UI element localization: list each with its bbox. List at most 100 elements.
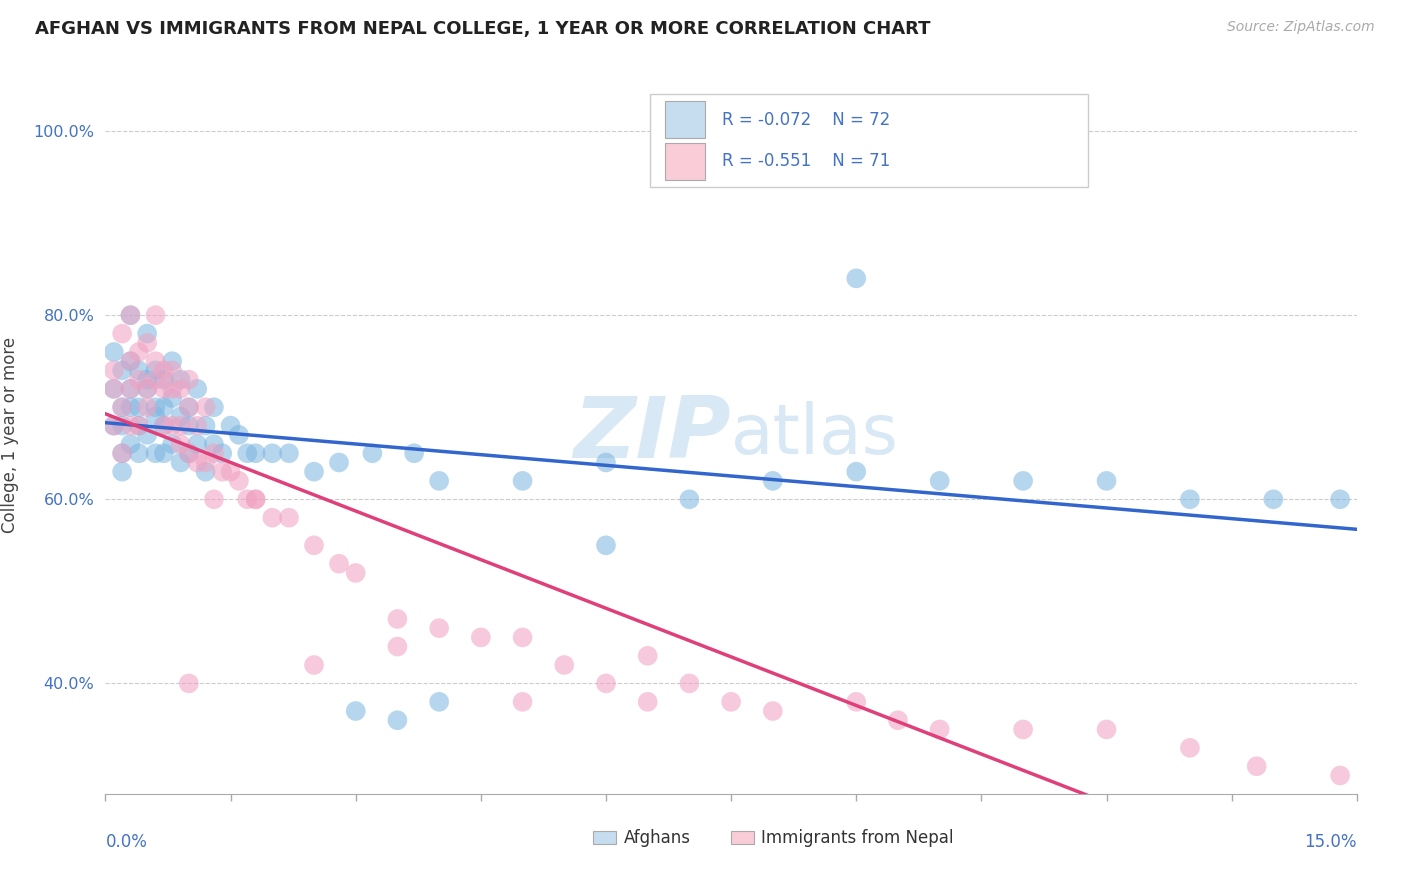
- Point: [328, 455, 350, 469]
- Point: [427, 695, 450, 709]
- Point: [120, 418, 142, 433]
- Point: [169, 409, 191, 424]
- Point: [302, 465, 325, 479]
- Point: [928, 474, 950, 488]
- Point: [328, 557, 350, 571]
- Point: [145, 363, 167, 377]
- Point: [637, 695, 659, 709]
- Text: R = -0.072    N = 72: R = -0.072 N = 72: [723, 111, 890, 128]
- Point: [103, 418, 125, 433]
- Point: [427, 621, 450, 635]
- Point: [128, 418, 150, 433]
- Bar: [593, 831, 616, 844]
- Point: [128, 401, 150, 415]
- Point: [111, 326, 134, 341]
- Point: [153, 418, 176, 433]
- Point: [128, 418, 150, 433]
- Point: [202, 401, 225, 415]
- Point: [262, 446, 284, 460]
- Y-axis label: College, 1 year or more: College, 1 year or more: [1, 337, 20, 533]
- Point: [145, 446, 167, 460]
- Point: [177, 418, 200, 433]
- Point: [236, 446, 259, 460]
- Point: [169, 437, 191, 451]
- Bar: [731, 831, 754, 844]
- Point: [278, 446, 301, 460]
- Point: [120, 437, 142, 451]
- Point: [120, 382, 142, 396]
- Text: Afghans: Afghans: [623, 829, 690, 847]
- Point: [160, 418, 183, 433]
- Point: [103, 345, 125, 359]
- Point: [245, 492, 267, 507]
- Point: [845, 271, 868, 285]
- Point: [1095, 474, 1118, 488]
- Point: [470, 631, 492, 645]
- Point: [211, 446, 233, 460]
- Point: [1012, 723, 1035, 737]
- Point: [228, 474, 250, 488]
- Point: [595, 676, 617, 690]
- Point: [136, 335, 159, 350]
- Point: [1178, 492, 1201, 507]
- Point: [186, 437, 208, 451]
- Point: [160, 391, 183, 405]
- Point: [169, 418, 191, 433]
- Point: [211, 465, 233, 479]
- Point: [177, 446, 200, 460]
- Point: [262, 510, 284, 524]
- Text: ZIP: ZIP: [574, 393, 731, 476]
- Point: [111, 363, 134, 377]
- Bar: [665, 143, 704, 180]
- Point: [128, 345, 150, 359]
- Point: [219, 465, 242, 479]
- Text: atlas: atlas: [731, 401, 898, 468]
- Point: [678, 492, 700, 507]
- Text: Source: ZipAtlas.com: Source: ZipAtlas.com: [1227, 20, 1375, 34]
- Point: [111, 465, 134, 479]
- Point: [1329, 492, 1351, 507]
- Point: [245, 446, 267, 460]
- Point: [111, 446, 134, 460]
- Bar: [665, 101, 704, 138]
- Point: [245, 492, 267, 507]
- Point: [1012, 474, 1035, 488]
- Point: [160, 437, 183, 451]
- Point: [202, 492, 225, 507]
- Point: [153, 363, 176, 377]
- Point: [177, 373, 200, 387]
- Point: [762, 474, 785, 488]
- Point: [103, 363, 125, 377]
- Point: [887, 713, 910, 727]
- Point: [720, 695, 742, 709]
- Point: [145, 401, 167, 415]
- Point: [1095, 723, 1118, 737]
- Point: [145, 373, 167, 387]
- Point: [1178, 740, 1201, 755]
- Point: [111, 446, 134, 460]
- Point: [169, 382, 191, 396]
- Point: [177, 446, 200, 460]
- Point: [387, 713, 409, 727]
- Point: [512, 474, 534, 488]
- Point: [136, 428, 159, 442]
- Point: [160, 363, 183, 377]
- Point: [111, 401, 134, 415]
- Point: [153, 373, 176, 387]
- Point: [136, 373, 159, 387]
- Point: [177, 401, 200, 415]
- Point: [194, 465, 217, 479]
- Point: [427, 474, 450, 488]
- Point: [186, 418, 208, 433]
- Point: [128, 363, 150, 377]
- Point: [1246, 759, 1268, 773]
- Point: [111, 401, 134, 415]
- Point: [678, 676, 700, 690]
- Text: Immigrants from Nepal: Immigrants from Nepal: [761, 829, 953, 847]
- Point: [153, 401, 176, 415]
- Point: [111, 418, 134, 433]
- Point: [512, 695, 534, 709]
- Point: [928, 723, 950, 737]
- Point: [302, 538, 325, 552]
- Point: [228, 428, 250, 442]
